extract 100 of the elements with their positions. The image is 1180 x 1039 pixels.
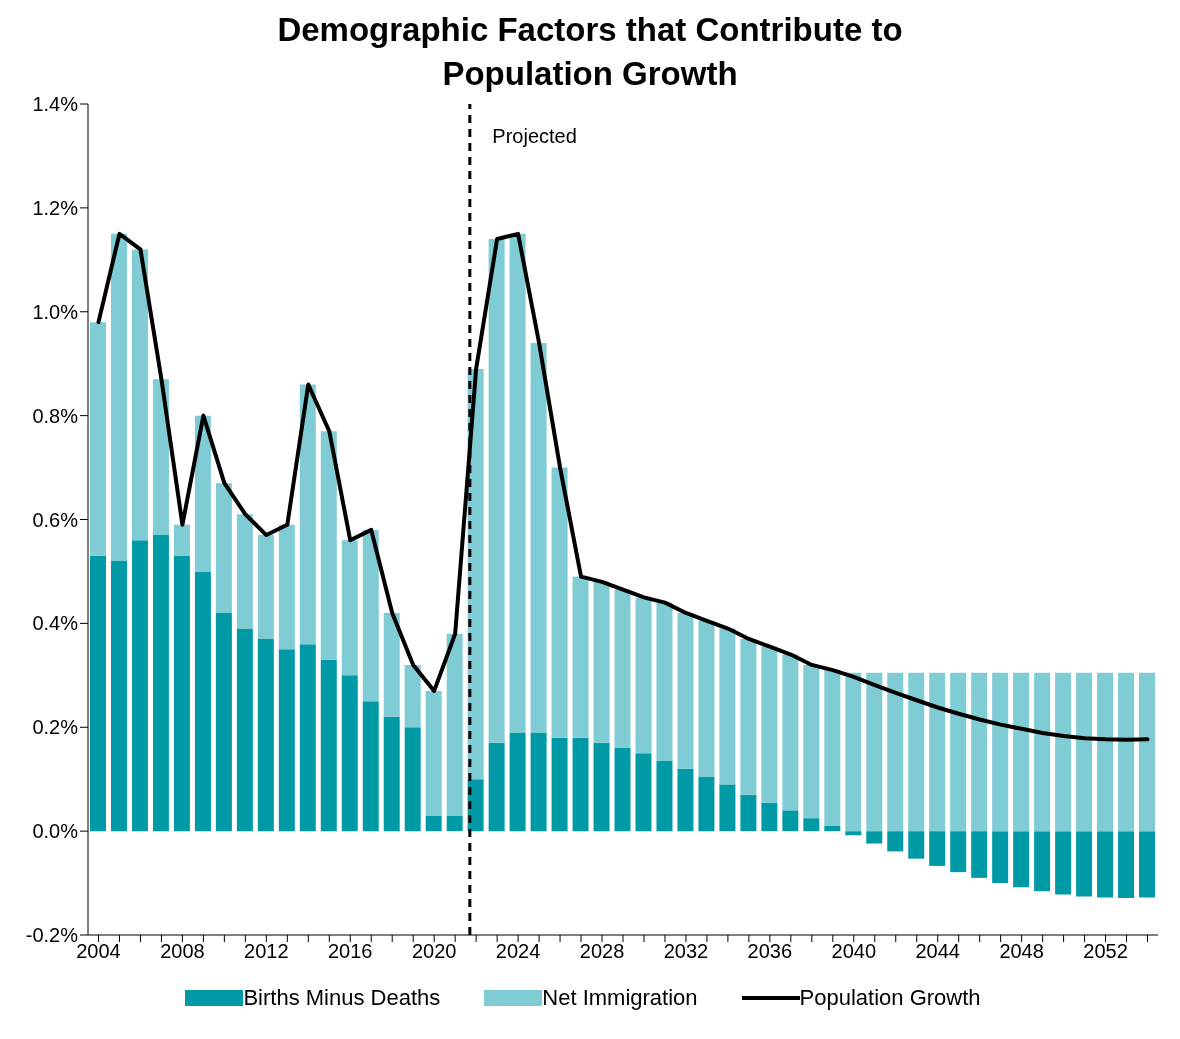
bar xyxy=(1076,831,1093,897)
x-tick-label: 2032 xyxy=(663,940,709,963)
bar xyxy=(425,815,442,832)
bar xyxy=(971,672,988,832)
bar xyxy=(824,670,841,826)
bar xyxy=(719,784,736,832)
bar xyxy=(1097,672,1114,832)
bar xyxy=(740,638,757,795)
bar xyxy=(110,233,127,562)
bar xyxy=(488,742,505,832)
y-tick-label: 1.4% xyxy=(32,93,79,116)
bar xyxy=(698,776,715,832)
x-tick-label: 2036 xyxy=(747,940,793,963)
legend-label: Population Growth xyxy=(799,985,981,1011)
bar xyxy=(824,825,841,832)
bar xyxy=(320,431,337,660)
bar xyxy=(1034,672,1051,832)
bar xyxy=(1055,831,1072,895)
x-tick-label: 2016 xyxy=(328,940,373,963)
bar xyxy=(971,831,988,878)
ref-line-label: Projected xyxy=(492,125,577,148)
bar xyxy=(614,589,631,749)
bar xyxy=(866,831,883,844)
bar xyxy=(887,672,904,832)
bar xyxy=(929,831,946,866)
bar xyxy=(362,701,379,832)
bar xyxy=(383,612,400,717)
bar xyxy=(425,690,442,816)
bar xyxy=(614,748,631,832)
bar xyxy=(446,815,463,832)
x-tick-label: 2044 xyxy=(915,940,960,963)
bar xyxy=(740,794,757,832)
bar xyxy=(1013,672,1030,832)
bar xyxy=(509,732,526,832)
bar xyxy=(1034,831,1051,892)
x-tick-label: 2052 xyxy=(1083,940,1128,963)
bar xyxy=(236,514,253,629)
bar xyxy=(152,535,169,832)
bar xyxy=(299,384,316,645)
y-tick-label: 1.2% xyxy=(32,196,79,219)
bar xyxy=(782,810,799,832)
bar xyxy=(110,561,127,832)
x-tick-label: 2012 xyxy=(244,940,289,963)
x-tick-label: 2024 xyxy=(495,940,541,963)
bar xyxy=(908,831,925,859)
bar xyxy=(761,802,778,832)
bar xyxy=(698,620,715,777)
bar xyxy=(215,483,232,613)
bar xyxy=(362,529,379,702)
bar xyxy=(509,233,526,733)
bar xyxy=(341,540,358,676)
chart-title: Demographic Factors that Contribute to Population Growth xyxy=(276,10,904,94)
bar xyxy=(887,831,904,852)
bar xyxy=(593,742,610,832)
bar xyxy=(1139,672,1156,832)
y-tick-label: 1.0% xyxy=(32,300,79,323)
bar xyxy=(404,664,421,728)
bar xyxy=(992,831,1009,884)
bar xyxy=(278,649,295,832)
bar xyxy=(530,342,547,733)
bar xyxy=(488,239,505,743)
bar xyxy=(677,612,694,769)
bar xyxy=(131,540,148,832)
bar xyxy=(656,761,673,832)
bar xyxy=(152,379,169,536)
y-tick-label: 0.2% xyxy=(32,716,79,739)
bar xyxy=(278,524,295,650)
bar xyxy=(1076,672,1093,832)
bar xyxy=(215,612,232,832)
x-tick-label: 2048 xyxy=(999,940,1044,963)
bar xyxy=(446,633,463,816)
bar xyxy=(593,581,610,743)
bar xyxy=(719,628,736,785)
bar xyxy=(803,818,820,832)
bar xyxy=(257,535,274,639)
bar xyxy=(236,628,253,832)
bar xyxy=(1097,831,1114,898)
legend-label: Net Immigration xyxy=(542,985,698,1011)
bar xyxy=(194,571,211,832)
bar xyxy=(1013,831,1030,888)
bar xyxy=(1139,831,1156,898)
bar xyxy=(908,672,925,832)
bar xyxy=(90,322,106,556)
bar xyxy=(677,768,694,832)
y-tick-label: 0.8% xyxy=(32,404,79,427)
bar xyxy=(635,753,652,832)
x-tick-label: 2020 xyxy=(411,940,457,963)
bar xyxy=(929,672,946,832)
bar xyxy=(299,644,316,832)
y-tick-label: 0.4% xyxy=(32,612,79,635)
bar xyxy=(341,675,358,832)
bar xyxy=(173,524,190,556)
bar xyxy=(257,638,274,832)
bar xyxy=(131,249,148,541)
x-tick-label: 2040 xyxy=(831,940,877,963)
bar xyxy=(320,659,337,832)
bar xyxy=(845,831,862,836)
bar xyxy=(950,672,967,832)
bar xyxy=(803,664,820,819)
bar xyxy=(383,716,400,832)
